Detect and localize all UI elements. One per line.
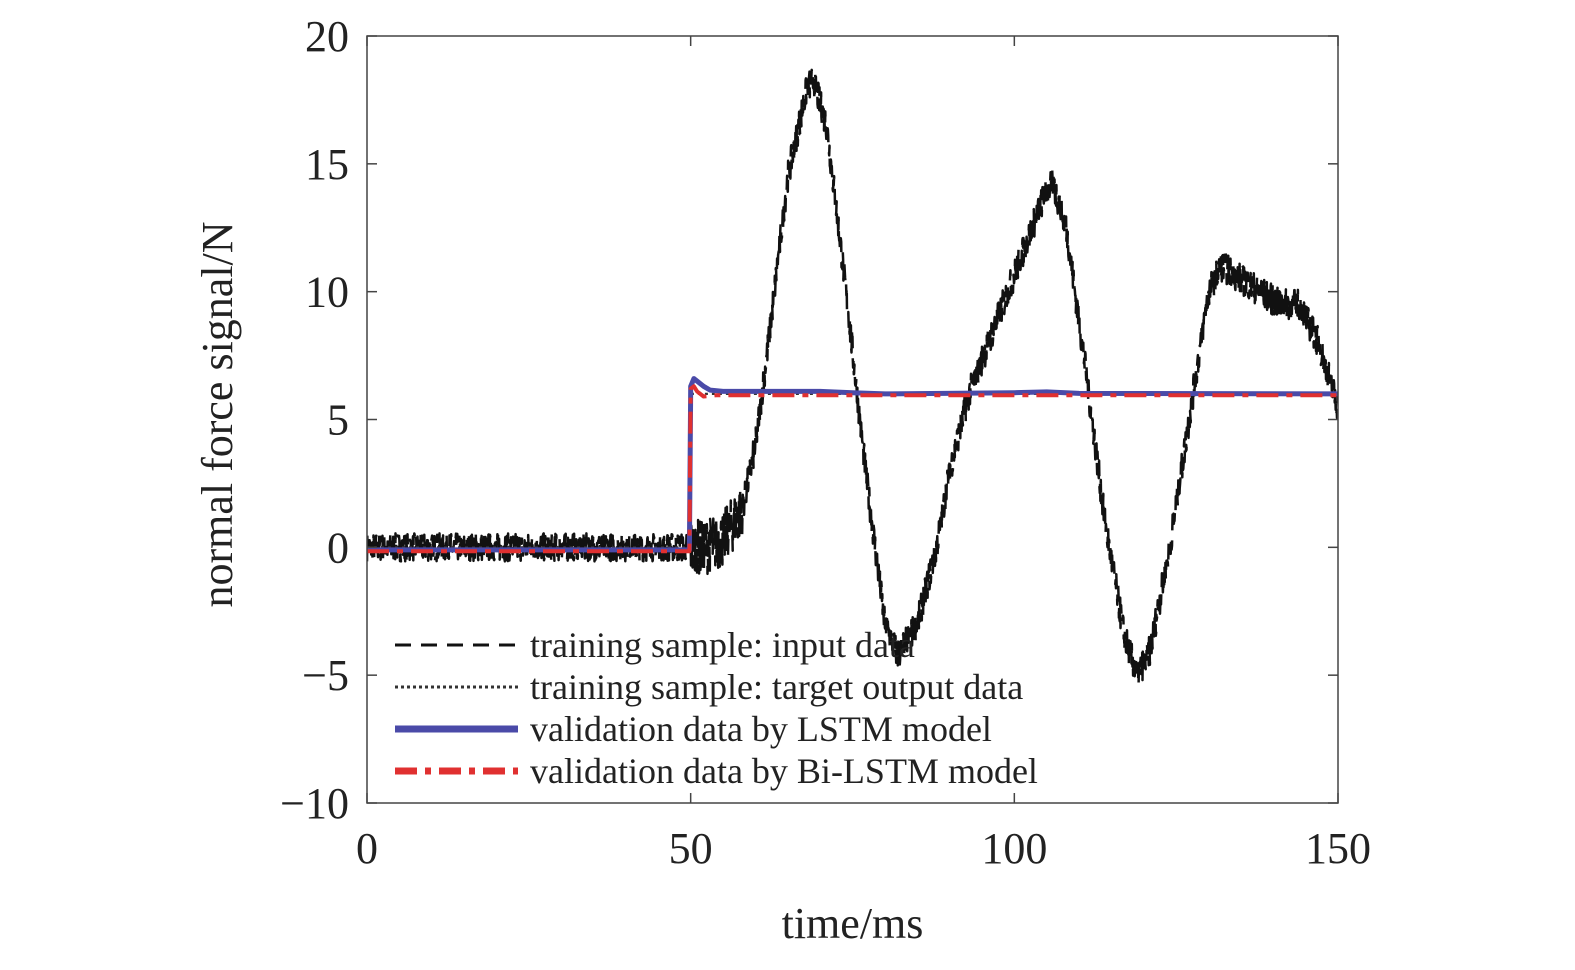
y-tick-label: 10 bbox=[305, 268, 349, 317]
y-axis-label: normal force signal/N bbox=[193, 221, 242, 607]
x-tick-label: 100 bbox=[981, 824, 1047, 873]
legend-label: validation data by LSTM model bbox=[530, 709, 992, 749]
x-tick-label: 0 bbox=[356, 824, 378, 873]
legend-label: training sample: input data bbox=[530, 625, 915, 665]
x-tick-label: 50 bbox=[669, 824, 713, 873]
y-tick-label: 20 bbox=[305, 12, 349, 61]
ticks-layer: 0 50 100 150 −10 −5 0 5 10 15 20 bbox=[280, 12, 1371, 873]
y-tick-label: 5 bbox=[327, 396, 349, 445]
series-line bbox=[367, 392, 1338, 549]
legend-label: training sample: target output data bbox=[530, 667, 1023, 707]
y-tick-label: 0 bbox=[327, 523, 349, 572]
y-tick-label: −5 bbox=[302, 651, 349, 700]
y-tick-label: −10 bbox=[280, 779, 349, 828]
series-line bbox=[367, 384, 1338, 554]
series-line bbox=[367, 376, 1338, 553]
x-axis-label: time/ms bbox=[782, 899, 924, 948]
legend-label: validation data by Bi-LSTM model bbox=[530, 751, 1038, 791]
y-tick-label: 15 bbox=[305, 140, 349, 189]
series-layer bbox=[367, 68, 1338, 687]
series-line bbox=[367, 68, 1338, 687]
x-tick-label: 150 bbox=[1305, 824, 1371, 873]
